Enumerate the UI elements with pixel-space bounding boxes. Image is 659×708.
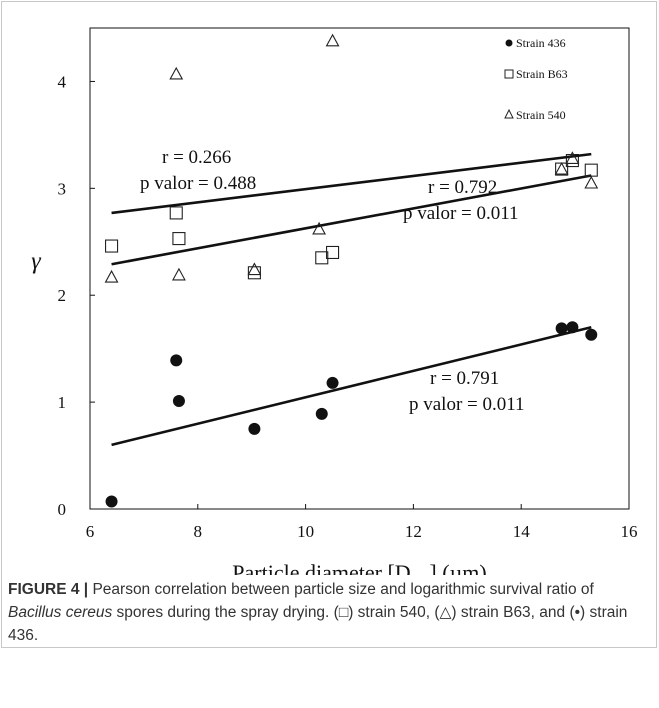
caption-label: FIGURE 4 | xyxy=(8,581,89,598)
correlation-annotation: r = 0.791 xyxy=(430,368,499,389)
x-tick-label: 6 xyxy=(86,522,95,541)
data-point xyxy=(169,206,183,220)
x-axis-title-main: Particle diameter [D xyxy=(232,560,410,575)
data-point xyxy=(312,221,327,235)
caption-text-2: spores during the spray drying. (□) stra… xyxy=(8,604,628,644)
trend-line xyxy=(111,174,592,266)
data-point xyxy=(172,232,186,246)
data-point xyxy=(326,376,339,389)
data-point xyxy=(248,422,261,435)
data-point xyxy=(315,407,328,420)
legend-marker xyxy=(505,39,513,47)
figure-caption: FIGURE 4 | Pearson correlation between p… xyxy=(8,578,648,647)
p-value-annotation: p valor = 0.488 xyxy=(140,173,256,194)
correlation-annotation: r = 0.792 xyxy=(428,177,497,198)
figure-frame xyxy=(1,1,657,648)
x-axis-title-unit: ] (µm) xyxy=(429,560,486,575)
y-tick-label: 4 xyxy=(58,72,67,91)
data-point xyxy=(566,321,579,334)
data-point xyxy=(169,66,184,80)
x-tick-label: 14 xyxy=(513,522,531,541)
x-tick-label: 16 xyxy=(621,522,638,541)
x-tick-label: 12 xyxy=(405,522,422,541)
data-point xyxy=(315,251,329,265)
data-point xyxy=(247,262,262,276)
data-point xyxy=(554,161,569,175)
data-point xyxy=(172,267,186,281)
y-tick-label: 3 xyxy=(58,179,67,198)
data-point xyxy=(170,354,183,367)
data-point xyxy=(104,269,119,283)
y-tick-label: 0 xyxy=(58,500,67,519)
data-point xyxy=(584,163,598,177)
trend-line xyxy=(111,326,592,447)
legend-label: Strain 540 xyxy=(516,108,566,122)
data-point xyxy=(247,266,261,280)
caption-text-1: Pearson correlation between particle siz… xyxy=(88,581,594,598)
correlation-annotation: r = 0.266 xyxy=(162,147,231,168)
data-point xyxy=(584,175,599,189)
data-point xyxy=(565,151,580,164)
caption-species: Bacillus cereus xyxy=(8,604,113,621)
y-axis-title: γ xyxy=(31,249,41,275)
p-value-annotation: p valor = 0.011 xyxy=(403,203,519,224)
x-tick-label: 10 xyxy=(297,522,314,541)
data-point xyxy=(172,395,185,408)
data-point xyxy=(555,322,568,335)
x-tick-label: 8 xyxy=(194,522,203,541)
data-point xyxy=(105,239,119,253)
data-point xyxy=(565,153,579,168)
legend-label: Strain B63 xyxy=(516,67,568,81)
plot-area xyxy=(89,27,630,510)
legend-marker xyxy=(504,69,514,79)
data-point xyxy=(105,495,118,508)
data-point xyxy=(325,245,340,260)
y-tick-label: 2 xyxy=(58,286,67,305)
data-point xyxy=(555,162,569,176)
data-point xyxy=(585,328,598,341)
legend-label: Strain 436 xyxy=(516,36,566,50)
p-value-annotation: p valor = 0.011 xyxy=(409,394,525,415)
x-axis-title: Particle diameter [D4,3] (µm) xyxy=(232,560,486,575)
data-point xyxy=(325,33,340,47)
legend-marker xyxy=(504,108,514,119)
y-tick-label: 1 xyxy=(58,393,67,412)
trend-line xyxy=(111,152,592,215)
x-axis-title-subscript: 4,3 xyxy=(411,574,430,575)
